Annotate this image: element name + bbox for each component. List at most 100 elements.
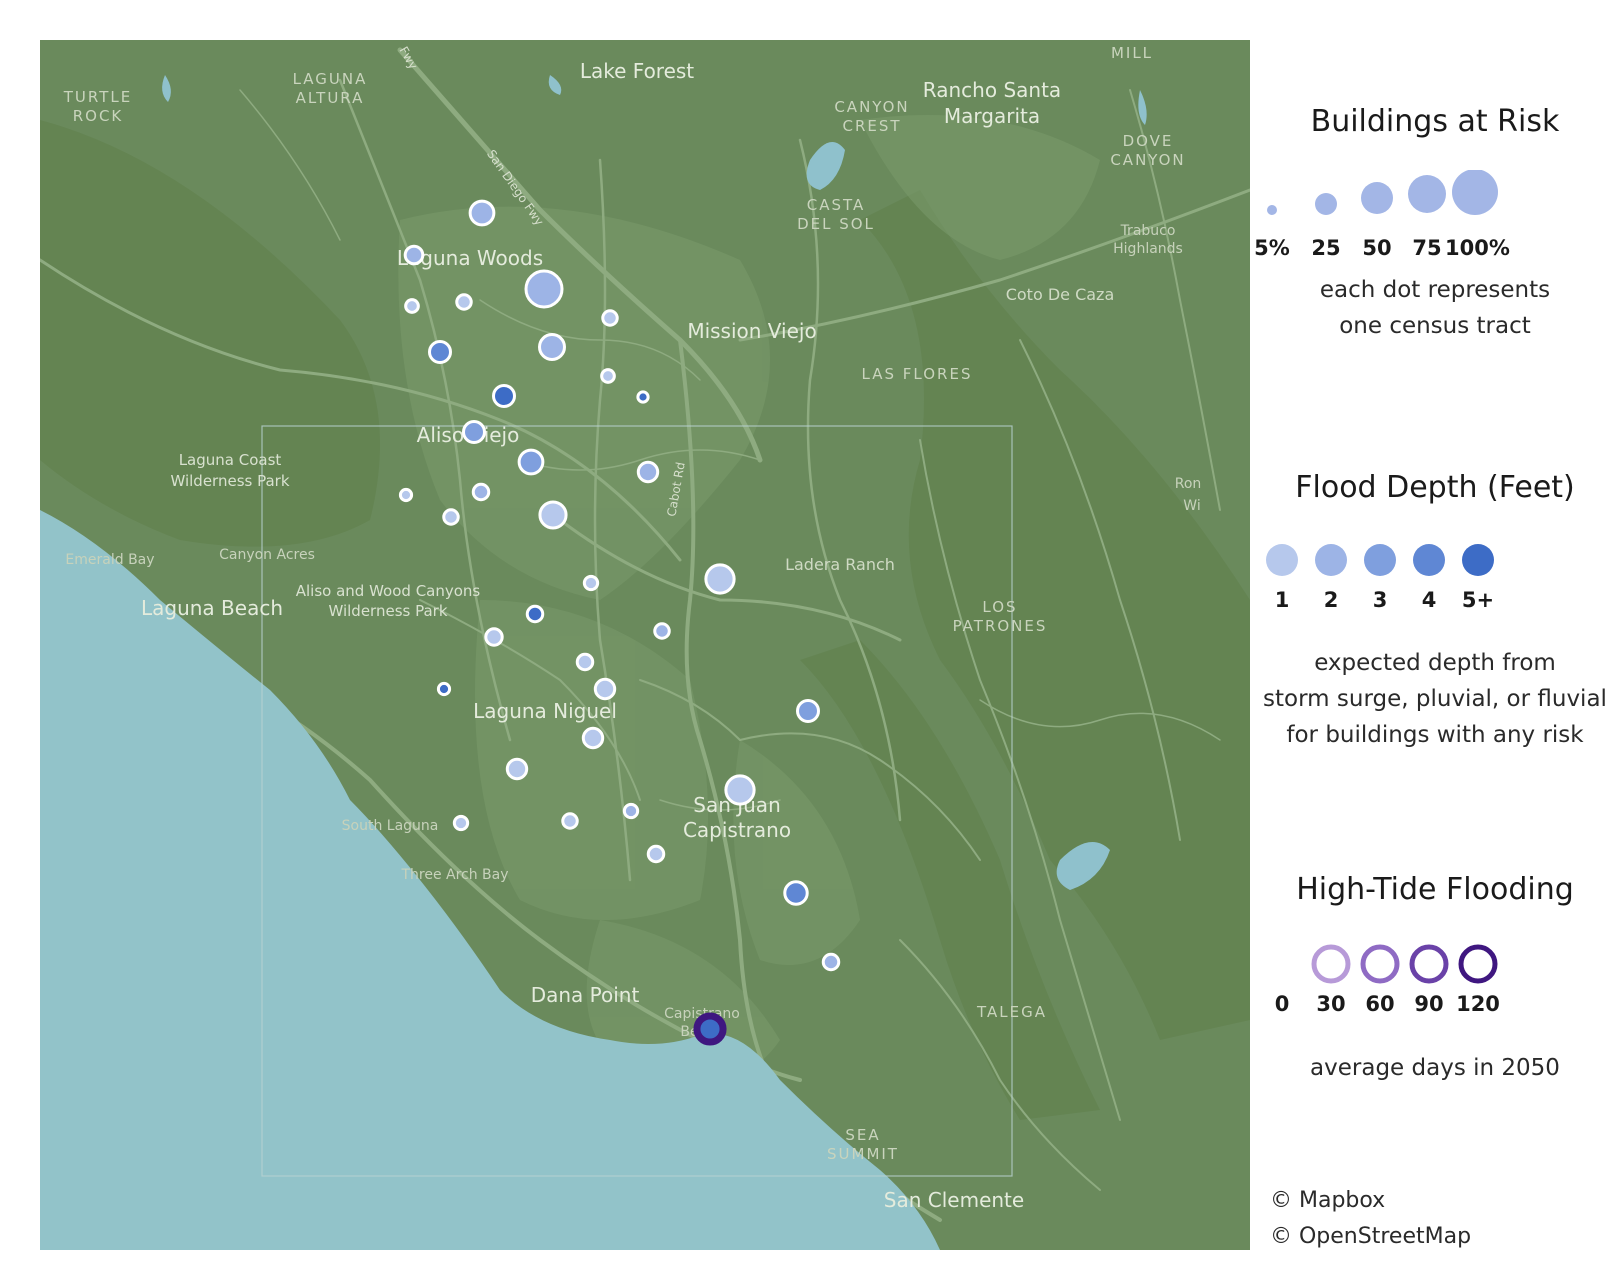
tract-dot[interactable] [561,812,579,830]
tide-label-120: 120 [1456,992,1500,1016]
tract-dot[interactable] [525,604,545,624]
tract-dot[interactable] [601,309,619,327]
place-label: Emerald Bay [65,552,154,568]
tract-dot[interactable] [575,652,595,672]
tide-legend-title: High-Tide Flooding [1296,872,1574,907]
tract-dot-high-tide[interactable] [693,1012,727,1046]
place-label: LOS [982,598,1017,616]
tract-dot[interactable] [821,952,841,972]
tract-dot[interactable] [538,500,568,530]
tract-dot[interactable] [524,269,564,309]
tract-dot[interactable] [517,448,545,476]
buildings-size-scale [1267,170,1498,215]
place-label: Laguna Coast [179,451,282,469]
tide-label-60: 60 [1365,992,1395,1016]
tide-label-0: 0 [1274,992,1290,1016]
depth-label-2: 2 [1323,588,1339,612]
place-label: CREST [842,117,901,135]
tract-dot[interactable] [636,460,660,484]
size-label-75: 75 [1412,236,1442,260]
tract-dot[interactable] [704,563,736,595]
mapbox-credit[interactable]: © Mapbox [1270,1188,1386,1213]
tract-dot[interactable] [538,333,566,361]
place-label: Aliso and Wood Canyons [296,582,481,600]
tract-dot[interactable] [600,368,616,384]
tract-dot[interactable] [452,814,470,832]
place-label: San Clemente [884,1188,1024,1212]
tract-dot[interactable] [636,390,650,404]
tract-dot[interactable] [404,298,420,314]
buildings-legend-note: each dot represents one census tract [1319,277,1551,339]
depth-label-1: 1 [1274,588,1290,612]
terrain-shading [40,120,1250,1120]
size-label-50: 50 [1362,236,1392,260]
tract-dot[interactable] [403,244,425,266]
place-label: Three Arch Bay [400,867,508,883]
place-label: CANYON [834,98,909,116]
tide-swatch-90 [1409,944,1449,984]
place-label: SUMMIT [827,1145,899,1163]
place-label: Lake Forest [580,59,694,83]
depth-legend-note: expected depth from storm surge, pluvial… [1263,650,1607,748]
tide-swatch-120 [1458,944,1498,984]
place-label: Mission Viejo [687,319,816,343]
place-label: Rancho Santa [923,78,1061,102]
depth-swatch-2 [1315,544,1347,576]
tract-boundary [261,425,1013,1177]
tract-dot[interactable] [455,293,473,311]
tract-dot[interactable] [646,844,666,864]
depth-label-4: 4 [1421,588,1437,612]
depth-swatch-5plus [1462,544,1494,576]
tract-dot[interactable] [484,627,504,647]
place-label: MILL [1111,44,1153,62]
lakes [162,75,1147,890]
tide-swatch-60 [1360,944,1400,984]
place-label: Ron [1175,476,1202,492]
tract-dot[interactable] [783,880,809,906]
place-label: CANYON [1110,151,1185,169]
place-label: ROCK [73,107,124,125]
tract-dot[interactable] [436,681,452,697]
place-label: Coto De Caza [1006,285,1115,304]
place-label: Margarita [944,104,1040,128]
place-label: Wilderness Park [328,602,447,620]
place-label: LAGUNA [293,70,368,88]
depth-label-3: 3 [1372,588,1388,612]
place-label: Laguna Niguel [473,699,617,723]
map-legend: Buildings at Risk 5% 25 50 75 100% each … [1250,0,1620,1280]
place-label: SEA [845,1126,880,1144]
tract-dot[interactable] [428,340,452,364]
tract-dot[interactable] [653,622,671,640]
buildings-legend-title: Buildings at Risk [1310,104,1560,139]
tract-dot[interactable] [796,699,820,723]
tract-dot[interactable] [593,677,617,701]
tract-dot[interactable] [442,508,460,526]
depth-swatch-3 [1364,544,1396,576]
place-label: PATRONES [953,617,1048,635]
place-label: Dana Point [531,983,640,1007]
place-label: TURTLE [63,88,132,106]
place-label: Highlands [1113,241,1183,257]
tract-dot[interactable] [622,802,640,820]
tract-dot[interactable] [492,384,516,408]
place-label: Canyon Acres [219,547,315,563]
tract-dot[interactable] [582,574,600,592]
tract-dot[interactable] [724,774,756,806]
tract-dot[interactable] [471,482,491,502]
tract-dot[interactable] [505,757,529,781]
tract-dot[interactable] [462,420,486,444]
place-label: Ladera Ranch [785,555,895,574]
tract-dot[interactable] [398,487,414,503]
size-swatch-100 [1452,170,1498,215]
place-label: TALEGA [976,1003,1047,1021]
openstreetmap-credit[interactable]: © OpenStreetMap [1270,1224,1472,1249]
place-label: LAS FLORES [862,365,973,383]
urban-areas [398,115,1100,1085]
place-label: DEL SOL [797,215,875,233]
tract-dot[interactable] [468,199,496,227]
size-label-100: 100% [1445,236,1510,260]
tide-label-90: 90 [1414,992,1444,1016]
tide-legend-note: average days in 2050 [1310,1055,1560,1081]
tract-dot[interactable] [581,726,605,750]
